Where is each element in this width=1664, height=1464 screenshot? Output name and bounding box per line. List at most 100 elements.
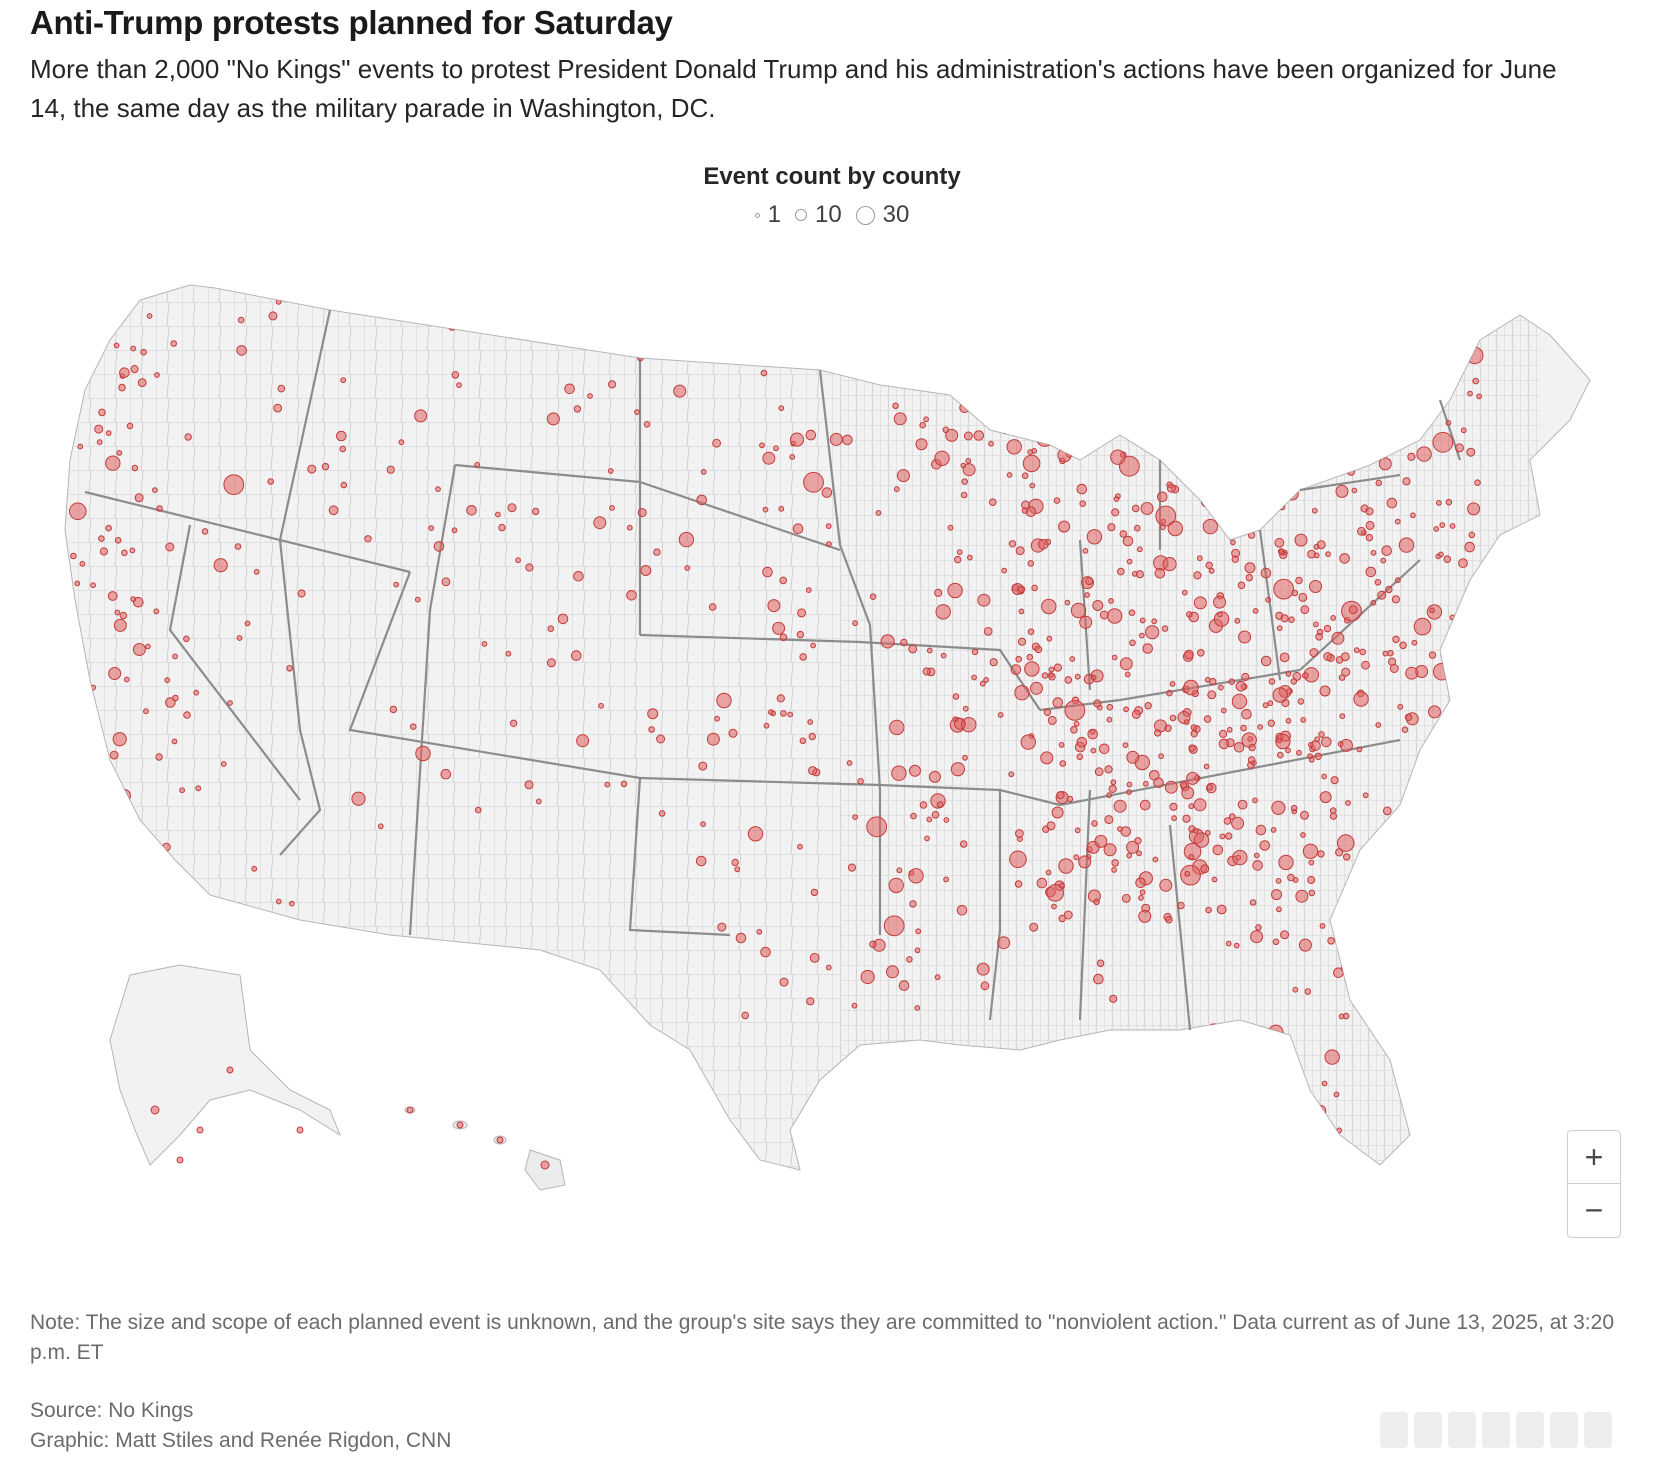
event-dot	[1153, 777, 1164, 789]
event-dot	[172, 694, 179, 702]
event-dot	[1006, 472, 1013, 478]
event-dot	[1134, 524, 1141, 532]
event-dot	[1142, 643, 1153, 654]
event-dot	[1193, 798, 1207, 812]
event-dot	[223, 474, 245, 496]
event-dot	[1233, 742, 1245, 753]
event-dot	[1159, 878, 1173, 892]
event-dot	[77, 443, 84, 450]
event-dot	[1193, 832, 1210, 848]
zoom-out-button[interactable]: −	[1584, 1191, 1604, 1228]
event-dot	[1151, 618, 1158, 625]
event-dot	[1252, 608, 1259, 614]
event-dot	[962, 463, 976, 477]
event-dot	[1234, 509, 1251, 525]
event-dot	[1262, 702, 1269, 709]
source-line: Source: No Kings	[30, 1399, 194, 1422]
event-dot	[1413, 352, 1428, 367]
event-dot	[65, 583, 71, 590]
event-dot	[1392, 635, 1400, 644]
event-dot	[1111, 867, 1117, 873]
event-dot	[637, 508, 647, 518]
event-dot	[1314, 1104, 1327, 1117]
event-dot	[129, 246, 135, 252]
event-dot	[340, 481, 348, 489]
event-dot	[1300, 832, 1306, 838]
event-dot	[1126, 840, 1140, 854]
event-dot	[1307, 753, 1313, 760]
event-dot	[336, 430, 347, 442]
event-dot	[1043, 708, 1052, 716]
event-dot	[587, 393, 593, 399]
event-dot	[677, 297, 683, 304]
event-dot	[1376, 354, 1383, 361]
event-dot	[1370, 599, 1377, 606]
event-dot	[234, 543, 242, 550]
event-dot	[1144, 702, 1152, 710]
event-dot	[1205, 906, 1212, 914]
event-dot	[1139, 799, 1151, 811]
event-dot	[1394, 518, 1401, 525]
event-dot	[1226, 726, 1233, 733]
event-dot	[1104, 765, 1113, 774]
event-dot	[1186, 611, 1193, 618]
event-dot	[1073, 720, 1080, 727]
event-dot	[377, 823, 384, 830]
event-dot	[649, 249, 659, 259]
event-dot	[799, 653, 808, 661]
event-dot	[780, 710, 787, 717]
event-dot	[1313, 552, 1320, 559]
event-dot	[1308, 475, 1316, 483]
event-dot	[351, 791, 366, 806]
event-dot	[474, 806, 482, 814]
event-dot	[806, 997, 815, 1006]
event-dot	[152, 487, 158, 494]
event-dot	[1379, 402, 1386, 409]
event-dot	[1058, 742, 1065, 748]
zoom-in-button[interactable]: +	[1568, 1131, 1620, 1184]
event-dot	[578, 301, 585, 308]
event-dot	[891, 765, 907, 781]
event-dot	[763, 722, 770, 729]
event-dot	[55, 230, 75, 249]
event-dot	[1387, 649, 1394, 657]
event-dot	[196, 1126, 204, 1134]
event-dot	[1204, 676, 1211, 683]
event-dot	[1006, 439, 1022, 455]
event-dot	[906, 956, 913, 963]
map-svg[interactable]	[0, 230, 1664, 1250]
event-dot	[121, 861, 130, 870]
event-dot	[1188, 744, 1196, 752]
event-dot	[1267, 700, 1274, 707]
us-county-map[interactable]	[0, 230, 1664, 1250]
event-dot	[943, 876, 949, 883]
event-dot	[1188, 854, 1195, 860]
event-dot	[1113, 799, 1127, 813]
event-dot	[634, 409, 640, 416]
event-dot	[1398, 537, 1415, 553]
event-dot	[1225, 832, 1233, 840]
event-dot	[94, 424, 104, 434]
event-dot	[1439, 522, 1446, 529]
event-dot	[1145, 625, 1160, 640]
event-dot	[1031, 448, 1038, 454]
event-dot	[1467, 390, 1473, 397]
event-dot	[1184, 870, 1191, 877]
event-dot	[706, 732, 720, 746]
event-dot	[1162, 557, 1177, 572]
event-dot	[1374, 579, 1382, 586]
event-dot	[620, 780, 628, 788]
event-dot	[1317, 850, 1325, 858]
event-dot	[1096, 704, 1103, 711]
event-dot	[922, 667, 931, 676]
event-dot	[762, 566, 773, 578]
event-dot	[1078, 855, 1092, 869]
event-dot	[807, 719, 814, 725]
event-dot	[273, 403, 283, 413]
event-dot	[1399, 641, 1407, 650]
event-dot	[540, 1160, 550, 1170]
event-dot	[1220, 707, 1227, 714]
event-dot	[79, 716, 85, 723]
event-dot	[1034, 645, 1043, 654]
event-dot	[1126, 750, 1140, 764]
